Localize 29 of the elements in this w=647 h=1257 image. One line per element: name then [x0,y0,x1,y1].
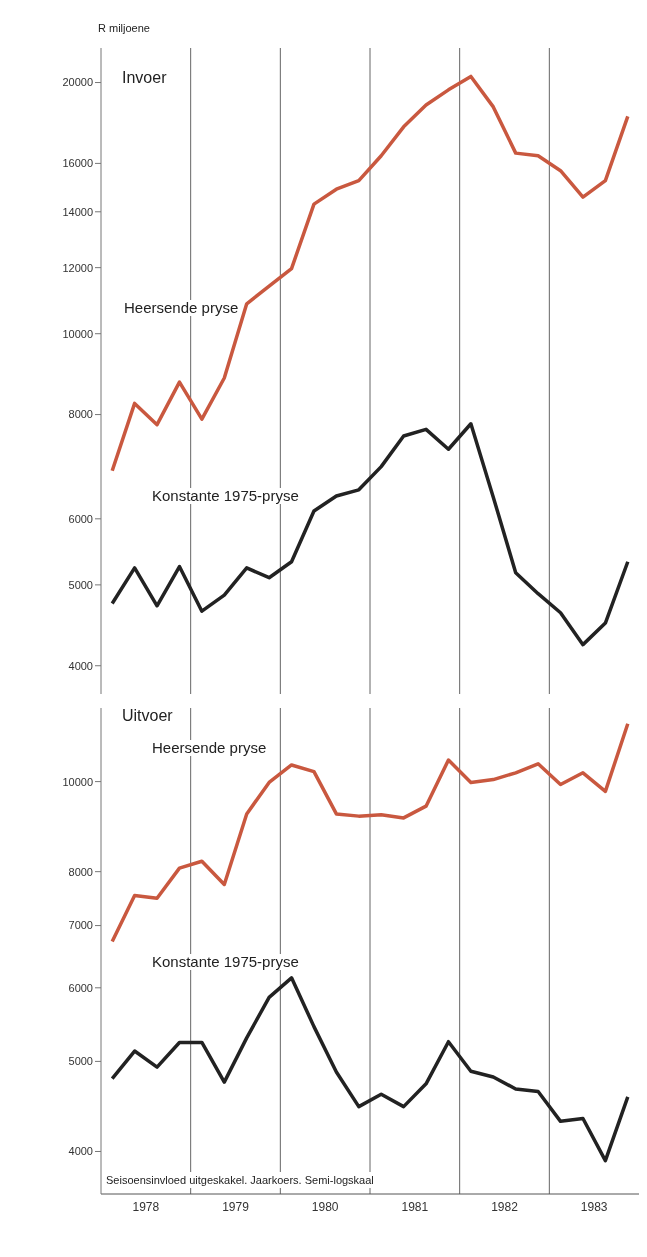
x-tick-label: 1981 [401,1199,429,1214]
series-label: Konstante 1975-pryse [151,953,300,970]
y-tick-label: 20000 [62,76,93,89]
y-tick-label: 7000 [68,919,93,932]
series-label: Heersende pryse [123,299,240,316]
y-tick-label: 4000 [68,1145,93,1158]
series-label: Heersende pryse [151,739,268,756]
y-tick-label: 5000 [68,578,93,591]
y-tick-label: 10000 [62,327,93,340]
y-tick-label: 8000 [68,865,93,878]
chart-title: Uitvoer [121,707,174,724]
x-tick-label: 1978 [132,1199,160,1214]
x-tick-label: 1979 [222,1199,250,1214]
y-axis-title: R miljoene [97,20,151,36]
x-tick-label: 1980 [311,1199,339,1214]
y-tick-label: 14000 [62,205,93,218]
text: Invoer [121,69,168,86]
series-label: Konstante 1975-pryse [151,487,300,504]
annotation: Seisoensinvloed uitgeskakel. Jaarkoers. Semi-logskaal [105,1172,375,1188]
y-tick-label: 4000 [68,659,93,672]
x-tick-label: 1982 [491,1199,519,1214]
y-tick-label: 5000 [68,1055,93,1068]
x-tick-label: 1983 [580,1199,608,1214]
y-tick-label: 12000 [62,261,93,274]
y-tick-label: 6000 [68,512,93,525]
y-tick-label: 10000 [62,775,93,788]
y-tick-label: 8000 [68,408,93,421]
y-tick-label: 16000 [62,157,93,170]
y-tick-label: 6000 [68,981,93,994]
